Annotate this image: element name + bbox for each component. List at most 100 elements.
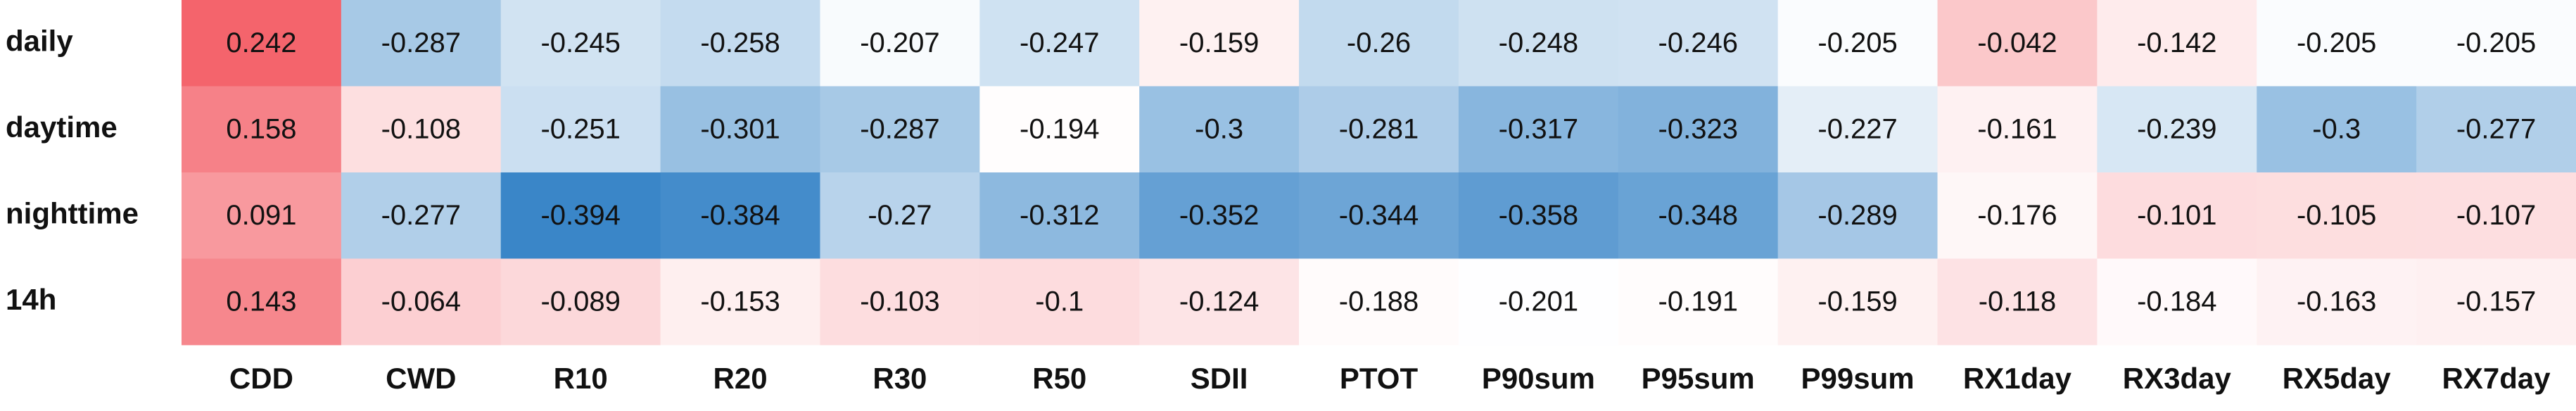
row-label: daytime	[6, 110, 118, 144]
heatmap-cell	[1937, 86, 2098, 173]
heatmap-cell	[1777, 258, 1939, 346]
row-label: 14h	[6, 283, 56, 316]
heatmap-cell	[1618, 86, 1779, 173]
heatmap-cell	[2257, 86, 2417, 173]
column-label: R20	[713, 362, 768, 395]
heatmap-cell	[1937, 172, 2098, 259]
cell-value: -0.323	[1658, 113, 1738, 144]
heatmap-cell	[2097, 172, 2257, 259]
column-label: PTOT	[1340, 362, 1419, 395]
heatmap-cell	[2257, 0, 2417, 87]
cell-value: -0.348	[1658, 200, 1738, 231]
cell-value: -0.205	[2456, 27, 2536, 58]
cell-value: -0.159	[1817, 286, 1897, 317]
heatmap-cell	[341, 0, 502, 87]
cell-value: -0.1	[1035, 286, 1084, 317]
heatmap-cell	[1139, 258, 1300, 346]
cell-value: -0.352	[1179, 200, 1259, 231]
cell-value: -0.108	[381, 113, 461, 144]
cell-value: -0.188	[1339, 286, 1419, 317]
heatmap-cell	[1458, 86, 1619, 173]
heatmap-cell	[1299, 86, 1459, 173]
heatmap-cell	[2097, 258, 2257, 346]
cell-value: -0.394	[540, 200, 620, 231]
cell-value: -0.064	[381, 286, 461, 317]
cell-value: -0.281	[1339, 113, 1419, 144]
cell-value: -0.26	[1347, 27, 1411, 58]
column-label: P90sum	[1482, 362, 1595, 395]
heatmap-cell	[660, 258, 820, 346]
heatmap-cell	[1139, 0, 1300, 87]
heatmap-cell	[660, 86, 820, 173]
heatmap-cell	[979, 258, 1140, 346]
cell-value: -0.191	[1658, 286, 1738, 317]
column-label: SDII	[1191, 362, 1248, 395]
cell-value: -0.317	[1499, 113, 1578, 144]
heatmap-cell	[1618, 258, 1779, 346]
heatmap-cell	[2416, 172, 2576, 259]
heatmap-cell	[820, 86, 980, 173]
heatmap-cell	[500, 172, 661, 259]
cell-value: -0.246	[1658, 27, 1738, 58]
column-label: P99sum	[1801, 362, 1915, 395]
heatmap-cell	[1777, 0, 1939, 87]
heatmap-cell	[2416, 0, 2576, 87]
heatmap-cell	[1777, 86, 1939, 173]
heatmap-cell	[1139, 172, 1300, 259]
cell-value: -0.103	[860, 286, 939, 317]
heatmap-cell	[979, 172, 1140, 259]
cell-value: -0.184	[2137, 286, 2216, 317]
column-label: RX5day	[2283, 362, 2392, 395]
heatmap-cell	[1618, 172, 1779, 259]
cell-value: -0.287	[860, 113, 939, 144]
heatmap-cell	[1299, 0, 1459, 87]
row-label: daily	[6, 24, 73, 57]
cell-value: 0.242	[226, 27, 296, 58]
heatmap-cell	[660, 172, 820, 259]
heatmap-cell	[1937, 0, 2098, 87]
cell-value: -0.248	[1499, 27, 1578, 58]
row-label: nighttime	[6, 196, 139, 229]
cell-value: -0.042	[1977, 27, 2057, 58]
column-label: CDD	[229, 362, 293, 395]
heatmap-cell	[2416, 86, 2576, 173]
heatmap-cell	[1299, 258, 1459, 346]
cell-value: -0.153	[700, 286, 780, 317]
heatmap-cell	[182, 0, 342, 87]
cell-value: -0.358	[1499, 200, 1578, 231]
cell-value: -0.205	[2297, 27, 2376, 58]
cell-value: -0.142	[2137, 27, 2216, 58]
heatmap-cell	[2097, 0, 2257, 87]
cell-value: -0.258	[700, 27, 780, 58]
heatmap-cell	[1618, 0, 1779, 87]
cell-value: -0.27	[868, 200, 932, 231]
heatmap-cell	[979, 0, 1140, 87]
heatmap-cell	[1777, 172, 1939, 259]
heatmap-cell	[1937, 258, 2098, 346]
cell-value: -0.205	[1817, 27, 1897, 58]
cell-value: -0.101	[2137, 200, 2216, 231]
cell-value: 0.091	[226, 200, 296, 231]
cell-value: -0.277	[2456, 113, 2536, 144]
cell-value: -0.163	[2297, 286, 2376, 317]
cell-value: -0.247	[1020, 27, 1099, 58]
cell-value: -0.301	[700, 113, 780, 144]
cell-value: -0.312	[1020, 200, 1099, 231]
cell-value: -0.287	[381, 27, 461, 58]
heatmap-cell	[820, 172, 980, 259]
cell-value: -0.089	[540, 286, 620, 317]
heatmap-cell	[1458, 258, 1619, 346]
cell-value: -0.207	[860, 27, 939, 58]
heatmap-cell	[182, 86, 342, 173]
heatmap-cell	[2097, 86, 2257, 173]
heatmap-cell	[1458, 0, 1619, 87]
cell-value: -0.245	[540, 27, 620, 58]
column-label: RX7day	[2442, 362, 2551, 395]
cell-value: -0.201	[1499, 286, 1578, 317]
cell-value: -0.3	[2312, 113, 2361, 144]
column-label: RX1day	[1963, 362, 2072, 395]
heatmap-cell	[341, 258, 502, 346]
cell-value: -0.289	[1817, 200, 1897, 231]
heatmap-cell	[182, 172, 342, 259]
